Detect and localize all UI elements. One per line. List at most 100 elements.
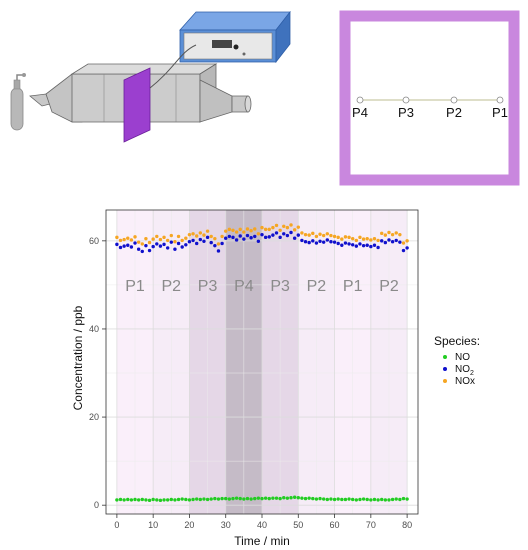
point-nox — [209, 234, 213, 239]
point-nox — [169, 233, 174, 238]
point-nox — [358, 235, 362, 240]
position-marker-p3 — [402, 96, 410, 104]
point-no2 — [303, 240, 308, 244]
point-no2 — [307, 240, 311, 245]
point-no — [347, 497, 351, 501]
point-no — [147, 498, 152, 503]
band-label: P2 — [379, 278, 399, 295]
point-no2 — [390, 240, 395, 244]
band-label: P2 — [162, 278, 182, 295]
point-nox — [129, 238, 134, 242]
point-nox — [354, 238, 359, 243]
point-no2 — [343, 241, 348, 245]
point-nox — [321, 233, 326, 238]
point-no2 — [318, 239, 322, 243]
point-nox — [369, 238, 373, 242]
point-no2 — [242, 237, 246, 241]
point-no2 — [347, 242, 351, 246]
point-no2 — [184, 243, 188, 247]
position-marker-p4 — [356, 96, 364, 104]
point-nox — [158, 237, 163, 242]
point-no2 — [140, 249, 144, 254]
point-no — [140, 497, 144, 502]
point-no — [133, 497, 137, 502]
point-nox — [224, 229, 228, 233]
point-nox — [231, 228, 235, 232]
point-no2 — [249, 236, 253, 240]
point-nox — [234, 230, 239, 234]
point-nox — [213, 236, 217, 241]
point-no — [354, 498, 359, 502]
point-no — [383, 498, 388, 502]
point-nox — [253, 227, 257, 231]
point-no — [198, 497, 203, 502]
point-no2 — [176, 241, 181, 246]
point-no2 — [253, 234, 257, 239]
point-no2 — [394, 238, 398, 243]
point-no2 — [285, 233, 290, 238]
x-tick-label: 10 — [148, 520, 158, 530]
point-nox — [144, 236, 148, 241]
point-nox — [343, 235, 348, 239]
point-no2 — [122, 244, 126, 248]
point-no2 — [311, 239, 315, 243]
point-nox — [292, 228, 297, 232]
point-no2 — [329, 240, 333, 244]
gas-cylinder-icon — [10, 73, 26, 131]
point-no — [220, 496, 224, 501]
point-no2 — [361, 243, 366, 248]
point-nox — [191, 232, 195, 236]
point-no2 — [165, 246, 170, 250]
band-label: P4 — [234, 278, 254, 295]
point-no2 — [191, 238, 195, 243]
x-tick-label: 60 — [330, 520, 340, 530]
point-no — [321, 497, 326, 501]
point-no2 — [365, 243, 369, 247]
point-nox — [329, 233, 333, 238]
point-no — [144, 498, 148, 502]
point-no — [115, 498, 119, 502]
band-label: P3 — [198, 278, 218, 295]
point-no2 — [180, 245, 184, 249]
point-nox — [245, 227, 250, 231]
point-nox — [165, 238, 170, 243]
legend-marker — [443, 379, 447, 383]
position-band-labels: P1 P2 P3 P4 P3 P2 P1 P2 — [125, 278, 399, 295]
point-no — [292, 495, 297, 499]
point-nox — [187, 232, 192, 237]
point-no — [361, 497, 366, 501]
point-no — [325, 497, 330, 502]
point-nox — [285, 225, 290, 230]
point-no — [303, 496, 308, 501]
point-no — [332, 497, 337, 502]
point-nox — [394, 231, 398, 235]
point-no — [390, 497, 395, 502]
point-nox — [140, 242, 144, 246]
point-no — [274, 496, 279, 500]
point-no — [213, 496, 217, 501]
point-no — [118, 497, 123, 502]
point-nox — [390, 232, 395, 237]
point-no2 — [224, 236, 228, 240]
point-no2 — [256, 239, 261, 243]
point-no2 — [296, 233, 300, 237]
point-no — [180, 497, 184, 501]
band-label: P2 — [307, 278, 327, 295]
point-no — [336, 497, 340, 501]
point-no — [129, 498, 134, 502]
point-nox — [173, 240, 177, 244]
point-no2 — [350, 243, 355, 247]
point-no2 — [136, 247, 141, 251]
point-nox — [350, 236, 355, 241]
point-nox — [249, 229, 253, 233]
point-no — [165, 498, 170, 502]
point-no2 — [383, 240, 388, 245]
point-nox — [380, 231, 384, 236]
point-nox — [398, 232, 402, 237]
sampling-panel — [123, 67, 151, 143]
point-no2 — [314, 241, 319, 245]
point-no — [398, 497, 402, 502]
point-no2 — [376, 245, 380, 250]
point-no — [394, 497, 398, 501]
point-nox — [198, 231, 203, 235]
